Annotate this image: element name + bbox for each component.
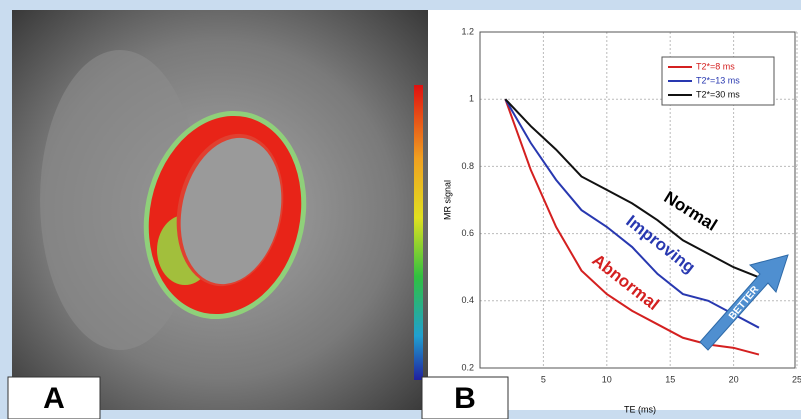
panel-label: A bbox=[43, 382, 65, 415]
y-tick-label: 0.8 bbox=[461, 161, 474, 171]
y-tick-label: 1 bbox=[469, 94, 474, 104]
page: {"panel_labels": ["A", "B"], "chart_data… bbox=[0, 0, 801, 419]
figure: A B MR signal TE (ms) 0.2 0.4 0.6 0.8 1 1.2 5 1… bbox=[0, 0, 801, 419]
x-tick-label: 20 bbox=[729, 374, 739, 384]
y-axis-label: MR signal bbox=[442, 180, 452, 220]
x-tick-label: 15 bbox=[665, 374, 675, 384]
legend-label: T2*=13 ms bbox=[696, 75, 740, 85]
y-tick-label: 0.2 bbox=[461, 362, 474, 372]
y-tick-label: 0.4 bbox=[461, 295, 474, 305]
x-axis-label: TE (ms) bbox=[624, 404, 656, 414]
x-tick-label: 5 bbox=[541, 374, 546, 384]
mri-image bbox=[12, 10, 428, 410]
y-tick-label: 0.6 bbox=[461, 228, 474, 238]
panel-label: B bbox=[454, 382, 476, 415]
y-tick-label: 1.2 bbox=[461, 26, 474, 36]
legend-label: T2*=8 ms bbox=[696, 61, 735, 71]
legend-label: T2*=30 ms bbox=[696, 89, 740, 99]
x-tick-label: 10 bbox=[602, 374, 612, 384]
x-tick-label: 25 bbox=[792, 374, 801, 384]
